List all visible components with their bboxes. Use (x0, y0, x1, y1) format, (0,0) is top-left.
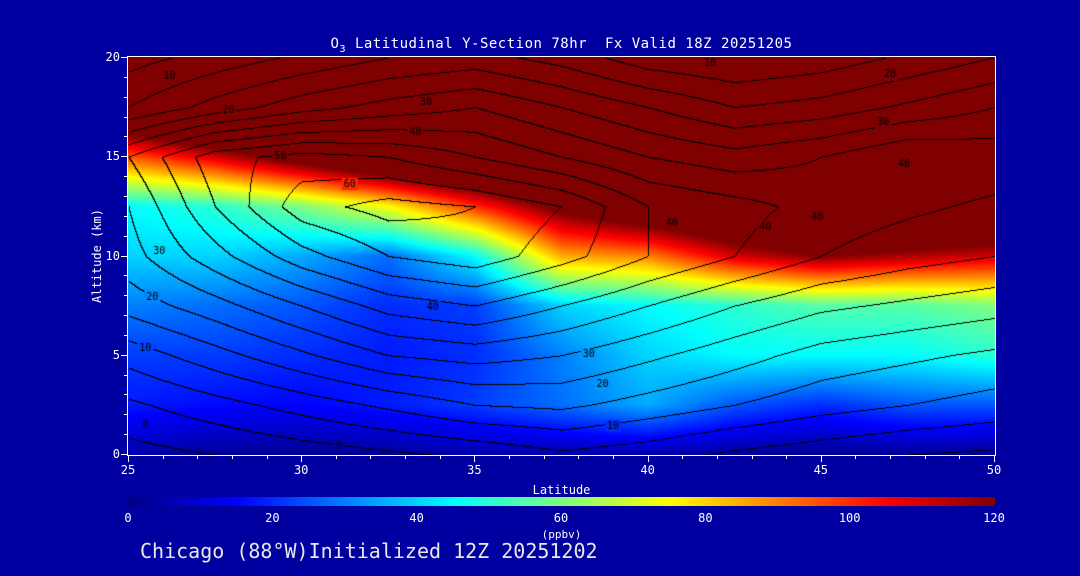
footer-text: Chicago (88°W)Initialized 12Z 20251202 (140, 539, 598, 563)
y-tick-label: 0 (112, 447, 120, 461)
x-tick-label: 45 (813, 463, 829, 477)
colorbar-gradient (128, 497, 995, 506)
y-axis-minor-tick (124, 315, 127, 317)
y-axis-minor-tick (124, 176, 127, 178)
x-axis-minor-tick (612, 456, 614, 459)
x-axis-minor-tick (335, 456, 337, 459)
y-axis-major-tick (121, 454, 127, 455)
x-tick-label: 30 (293, 463, 309, 477)
colorbar-tick-label: 120 (983, 511, 1005, 525)
x-axis-major-tick (128, 456, 129, 462)
x-axis-minor-tick (197, 456, 199, 459)
colorbar-tick-label: 60 (553, 511, 569, 525)
x-axis-minor-tick (924, 456, 926, 459)
x-axis-minor-tick (439, 456, 441, 459)
x-axis-major-tick (994, 456, 995, 462)
x-axis-minor-tick (509, 456, 511, 459)
y-tick-label: 10 (105, 248, 120, 263)
chart-title-species: O (330, 36, 340, 52)
y-axis-minor-tick (124, 195, 127, 197)
x-axis-minor-tick (751, 456, 753, 459)
y-axis-minor-tick (124, 414, 127, 416)
colorbar-tick-label: 0 (124, 511, 132, 525)
y-axis-minor-tick (124, 374, 127, 376)
y-axis-minor-tick (124, 394, 127, 396)
x-tick-label: 35 (467, 463, 482, 477)
x-axis-title: Latitude (532, 483, 591, 497)
y-tick-label: 15 (105, 149, 120, 164)
colorbar-tick-label: 40 (409, 511, 424, 525)
x-axis-major-tick (301, 456, 303, 462)
colorbar-tick-label: 20 (265, 511, 280, 525)
y-axis-major-tick (121, 156, 127, 158)
x-axis-minor-tick (162, 456, 164, 459)
x-axis-major-tick (647, 456, 649, 462)
y-axis-minor-tick (124, 215, 127, 217)
colorbar-unit-label: (ppbv) (541, 528, 582, 541)
y-axis-minor-tick (124, 76, 127, 78)
y-axis-major-tick (121, 255, 127, 257)
x-axis-minor-tick (855, 456, 857, 459)
x-axis-minor-tick (959, 456, 961, 459)
x-axis-minor-tick (405, 456, 407, 459)
y-tick-label: 5 (112, 347, 120, 362)
x-tick-label: 50 (986, 463, 1002, 477)
y-axis-minor-tick (124, 235, 127, 237)
x-tick-label: 40 (640, 463, 655, 477)
y-axis-minor-tick (124, 434, 127, 436)
y-axis-major-tick (121, 57, 127, 58)
contour-plot-canvas (128, 57, 995, 455)
x-axis-minor-tick (890, 456, 892, 459)
y-tick-label: 20 (105, 50, 120, 64)
chart-title: O3 Latitudinal Y-Section 78hr Fx Valid 1… (128, 36, 995, 55)
colorbar-tick-label: 100 (838, 511, 861, 525)
chart-title-subscript: 3 (339, 43, 347, 55)
y-axis-major-tick (121, 354, 127, 356)
x-axis-major-tick (820, 456, 822, 462)
x-axis-minor-tick (266, 456, 268, 459)
x-axis-minor-tick (578, 456, 580, 459)
y-axis-minor-tick (124, 275, 127, 277)
chart-title-rest: Latitudinal Y-Section 78hr Fx Valid 18Z … (346, 36, 793, 52)
y-axis-minor-tick (124, 116, 127, 118)
x-axis-minor-tick (370, 456, 372, 459)
x-axis-minor-tick (786, 456, 788, 459)
y-axis-minor-tick (124, 334, 127, 336)
x-axis-minor-tick (543, 456, 545, 459)
x-axis-major-tick (474, 456, 476, 462)
x-axis-minor-tick (231, 456, 233, 459)
y-axis-minor-tick (124, 136, 127, 138)
y-axis-minor-tick (124, 295, 127, 297)
x-axis-minor-tick (716, 456, 718, 459)
x-axis-minor-tick (682, 456, 684, 459)
y-axis-minor-tick (124, 96, 127, 98)
x-tick-label: 25 (120, 463, 136, 477)
colorbar-tick-label: 80 (698, 511, 713, 525)
